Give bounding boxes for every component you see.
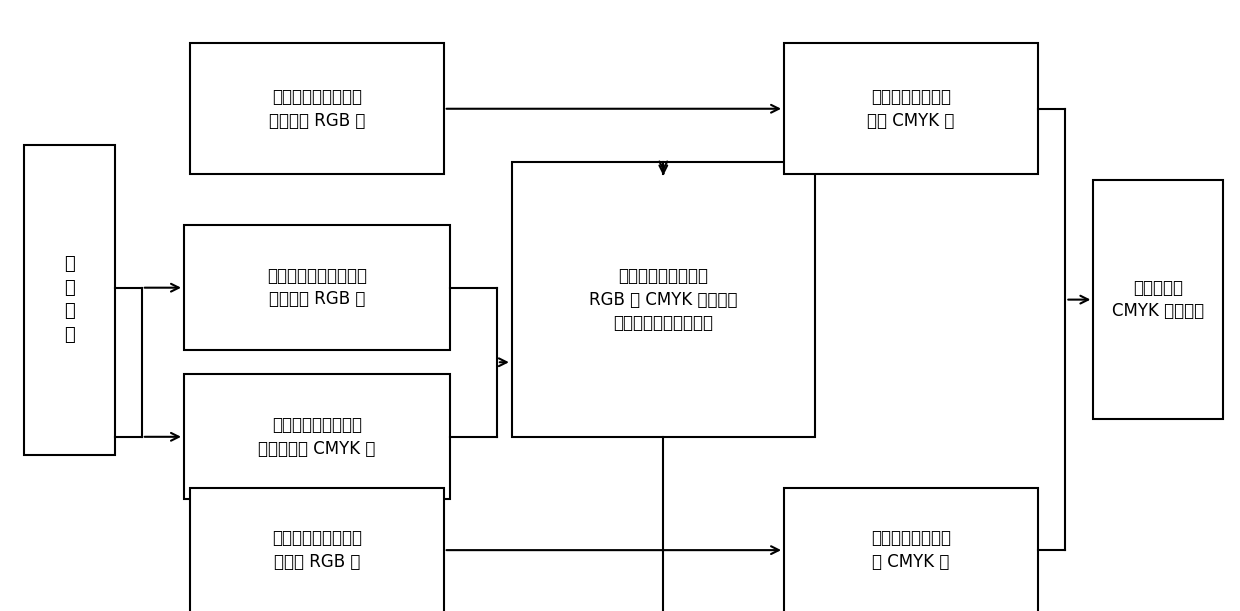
- Text: 用相机采集参照印刷
品图像 RGB 值: 用相机采集参照印刷 品图像 RGB 值: [272, 529, 362, 571]
- Text: 用多项式回归法建立
RGB 到 CMYK 的映射关
系，并得到多项式系数: 用多项式回归法建立 RGB 到 CMYK 的映射关 系，并得到多项式系数: [589, 267, 738, 332]
- Text: 标
准
色
卡: 标 准 色 卡: [64, 255, 74, 344]
- FancyBboxPatch shape: [190, 43, 444, 174]
- FancyBboxPatch shape: [184, 225, 450, 350]
- Text: 用相机采集待检测印
刷品图像 RGB 值: 用相机采集待检测印 刷品图像 RGB 值: [269, 88, 365, 130]
- Text: 计算二者在
CMYK 空间色差: 计算二者在 CMYK 空间色差: [1112, 279, 1204, 320]
- FancyBboxPatch shape: [1094, 180, 1223, 419]
- Text: 得到参照印刷品图
像 CMYK 值: 得到参照印刷品图 像 CMYK 值: [870, 529, 951, 571]
- FancyBboxPatch shape: [512, 163, 815, 437]
- Text: 得到待检测印刷品
图像 CMYK 值: 得到待检测印刷品 图像 CMYK 值: [867, 88, 955, 130]
- Text: 用相机采集色卡，得到
各色块的 RGB 值: 用相机采集色卡，得到 各色块的 RGB 值: [267, 267, 367, 309]
- FancyBboxPatch shape: [25, 145, 114, 455]
- FancyBboxPatch shape: [184, 374, 450, 499]
- FancyBboxPatch shape: [190, 488, 444, 611]
- FancyBboxPatch shape: [784, 43, 1038, 174]
- Text: 从色卡数据文件中读
取各色块的 CMYK 值: 从色卡数据文件中读 取各色块的 CMYK 值: [258, 416, 376, 458]
- FancyBboxPatch shape: [784, 488, 1038, 611]
